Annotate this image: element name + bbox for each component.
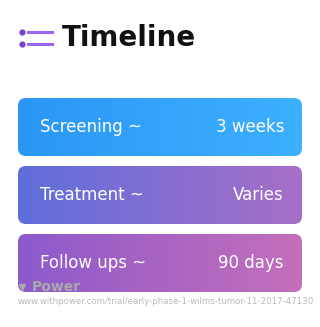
Text: Varies: Varies — [233, 186, 284, 204]
Text: www.withpower.com/trial/early-phase-1-wilms-tumor-11-2017-47130: www.withpower.com/trial/early-phase-1-wi… — [18, 297, 314, 305]
Text: Follow ups ~: Follow ups ~ — [40, 254, 146, 272]
Text: Treatment ~: Treatment ~ — [40, 186, 144, 204]
Text: Screening ~: Screening ~ — [40, 118, 142, 136]
Text: 90 days: 90 days — [219, 254, 284, 272]
Text: Timeline: Timeline — [62, 24, 196, 52]
Text: 3 weeks: 3 weeks — [215, 118, 284, 136]
Text: Power: Power — [32, 280, 81, 294]
